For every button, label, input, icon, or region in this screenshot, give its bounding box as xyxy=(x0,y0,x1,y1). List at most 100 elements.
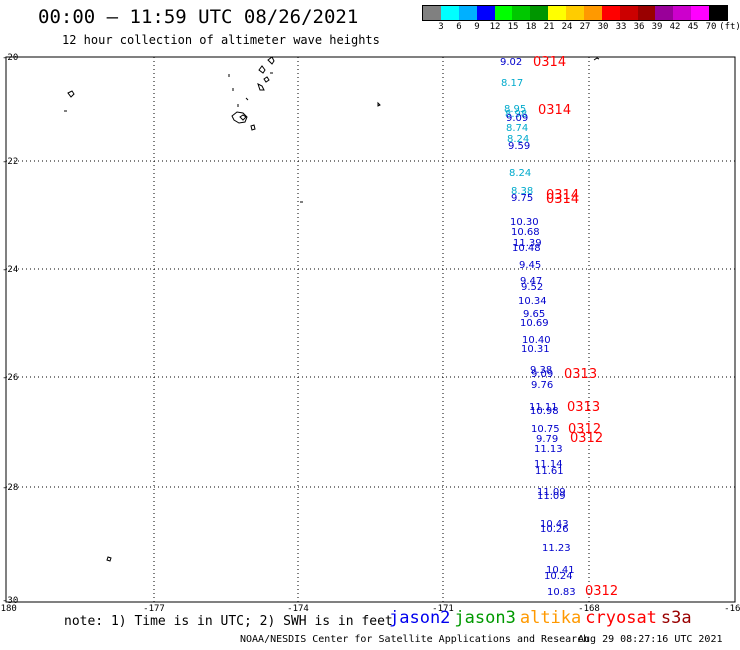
wave-height-label: 11.13 xyxy=(534,444,563,455)
wave-height-label: 10.98 xyxy=(530,406,559,417)
pass-time-label: 0312 xyxy=(568,422,601,437)
wave-height-label: 9.79 xyxy=(536,434,558,445)
color-swatch xyxy=(458,6,477,20)
wave-height-label: 8.98 xyxy=(505,109,527,120)
wave-height-label: 10.43 xyxy=(540,519,569,530)
island-outline xyxy=(245,97,249,101)
lon-tick-label: -165 xyxy=(724,604,740,614)
legend-jason3: jason3 xyxy=(454,608,516,628)
pass-time-label: 0312 xyxy=(585,584,618,599)
wave-height-label: 10.30 xyxy=(510,217,539,228)
wave-height-label: 9.65 xyxy=(523,309,545,320)
wave-height-label: 9.45 xyxy=(519,260,541,271)
color-scale-tick: 24 xyxy=(561,22,573,32)
color-swatch xyxy=(423,6,441,20)
island-outline xyxy=(106,556,112,562)
pass-time-label: 0314 xyxy=(546,192,579,207)
legend-cryosat: cryosat xyxy=(585,608,657,628)
wave-height-label: 8.95 xyxy=(504,104,526,115)
wave-height-label: 11.23 xyxy=(542,543,571,554)
color-scale-tick: 3 xyxy=(438,22,444,32)
color-scale-tick: 18 xyxy=(525,22,537,32)
legend-jason2: jason2 xyxy=(389,608,451,628)
color-scale-tick: 42 xyxy=(669,22,681,32)
island-outline xyxy=(258,65,266,74)
color-swatch xyxy=(440,6,459,20)
wave-height-label: 9.59 xyxy=(508,141,530,152)
wave-height-label: 10.31 xyxy=(521,344,550,355)
wave-height-label: 10.40 xyxy=(522,335,551,346)
wave-height-label: 10.41 xyxy=(546,565,575,576)
color-scale-tick: 30 xyxy=(597,22,609,32)
color-scale-tick: 39 xyxy=(651,22,663,32)
wave-height-label: 11.39 xyxy=(513,238,542,249)
wave-height-label: 9.38 xyxy=(530,365,552,376)
satellite-legend: jason2 jason3 altika cryosat s3a xyxy=(389,608,696,628)
color-swatch xyxy=(476,6,495,20)
color-swatch xyxy=(494,6,513,20)
color-swatch xyxy=(691,6,709,20)
wave-height-label: 8.24 xyxy=(509,168,531,179)
color-scale-tick: 70 xyxy=(705,22,717,32)
wave-height-label: 11.09 xyxy=(537,487,566,498)
wave-height-labels: 9.028.178.958.989.098.748.249.598.248.38… xyxy=(500,57,576,598)
legend-altika: altika xyxy=(519,608,582,628)
lon-tick-label: -174 xyxy=(287,604,309,614)
lon-tick-label: -168 xyxy=(578,604,600,614)
pass-time-label: 0313 xyxy=(564,367,597,382)
legend-s3a: s3a xyxy=(660,608,692,628)
credit-text: NOAA/NESDIS Center for Satellite Applica… xyxy=(240,634,590,645)
pass-time-label: 0314 xyxy=(538,103,571,118)
lon-tick-label: -171 xyxy=(432,604,454,614)
color-swatch xyxy=(619,6,638,20)
color-scale-tick: 6 xyxy=(456,22,462,32)
wave-height-label: 10.68 xyxy=(511,227,540,238)
color-scale-tick: 12 xyxy=(489,22,501,32)
color-scale-bar xyxy=(422,5,728,21)
wave-height-label: 10.75 xyxy=(531,424,560,435)
color-swatch xyxy=(601,6,620,20)
map-grid xyxy=(5,56,736,603)
wave-height-label: 9.02 xyxy=(500,57,522,68)
wave-height-label: 10.26 xyxy=(540,524,569,535)
wave-height-label: 8.17 xyxy=(501,78,523,89)
island-outline xyxy=(267,56,275,65)
lat-tick-label: -24 xyxy=(2,265,18,275)
color-scale-tick: 9 xyxy=(474,22,480,32)
island-outline xyxy=(263,76,270,83)
lon-tick-label: -177 xyxy=(143,604,165,614)
color-swatch xyxy=(548,6,566,20)
color-scale-tick: 15 xyxy=(507,22,519,32)
island-outline xyxy=(377,101,381,107)
lat-tick-label: -22 xyxy=(2,157,18,167)
color-swatch xyxy=(655,6,674,20)
pass-time-label: 0312 xyxy=(570,431,603,446)
wave-height-label: 11.14 xyxy=(534,459,563,470)
color-scale-tick: 27 xyxy=(579,22,591,32)
color-swatch xyxy=(530,6,549,20)
island-outline xyxy=(67,90,75,98)
page-title: 00:00 – 11:59 UTC 08/26/2021 xyxy=(38,6,359,28)
color-scale-tick: 36 xyxy=(633,22,645,32)
wave-height-label: 9.52 xyxy=(521,282,543,293)
wave-height-label: 10.24 xyxy=(544,571,573,582)
color-scale-unit: (ft) xyxy=(719,22,740,32)
map-frame xyxy=(5,56,736,603)
wave-height-label: 11.11 xyxy=(529,402,558,413)
wave-height-label: 8.24 xyxy=(507,134,529,145)
color-scale-labels: 3 6 9 12 15 18 21 24 27 30 33 36 39 42 45 70 (ft) xyxy=(422,22,740,34)
wave-height-label: 10.83 xyxy=(547,587,576,598)
axis-tick-labels: -180 -177 -174 -171 -168 -165 -20 -22 -24 -26 -28 -… xyxy=(0,53,740,614)
wave-height-label: 10.48 xyxy=(512,243,541,254)
color-swatch xyxy=(583,6,602,20)
color-scale-tick: 21 xyxy=(543,22,555,32)
pass-time-label: 0314 xyxy=(533,55,566,70)
wave-height-label: 9.09 xyxy=(531,369,553,380)
color-swatch xyxy=(637,6,656,20)
wave-height-label: 8.38 xyxy=(511,186,533,197)
island-outline xyxy=(257,83,265,91)
pass-time-label: 0313 xyxy=(567,400,600,415)
lat-tick-label: -26 xyxy=(2,373,18,383)
wave-height-label: 9.76 xyxy=(531,380,553,391)
